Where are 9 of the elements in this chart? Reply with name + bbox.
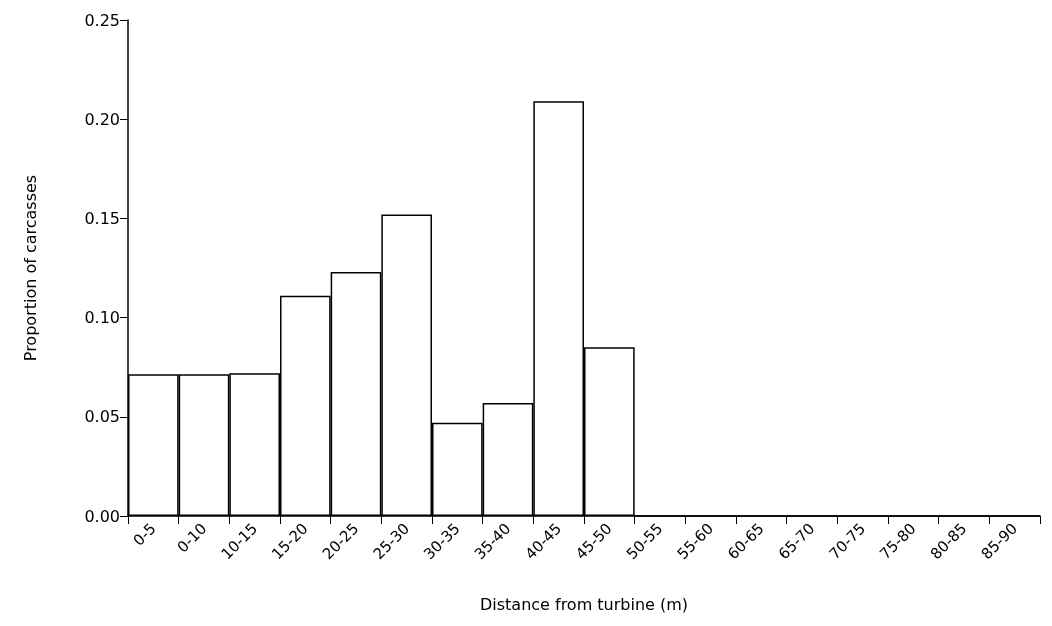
y-tick-label: 0.20: [84, 109, 120, 129]
y-tick-label: 0.00: [84, 506, 120, 526]
y-tick-label: 0.05: [84, 407, 120, 427]
y-axis-title: Proportion of carcasses: [20, 174, 40, 362]
y-tick-label: 0.15: [84, 208, 120, 228]
y-tick-label: 0.10: [84, 308, 120, 328]
y-tick-label: 0.25: [84, 10, 120, 30]
x-tick-label: 0-5: [129, 519, 160, 550]
x-axis-title: Distance from turbine (m): [479, 594, 689, 614]
